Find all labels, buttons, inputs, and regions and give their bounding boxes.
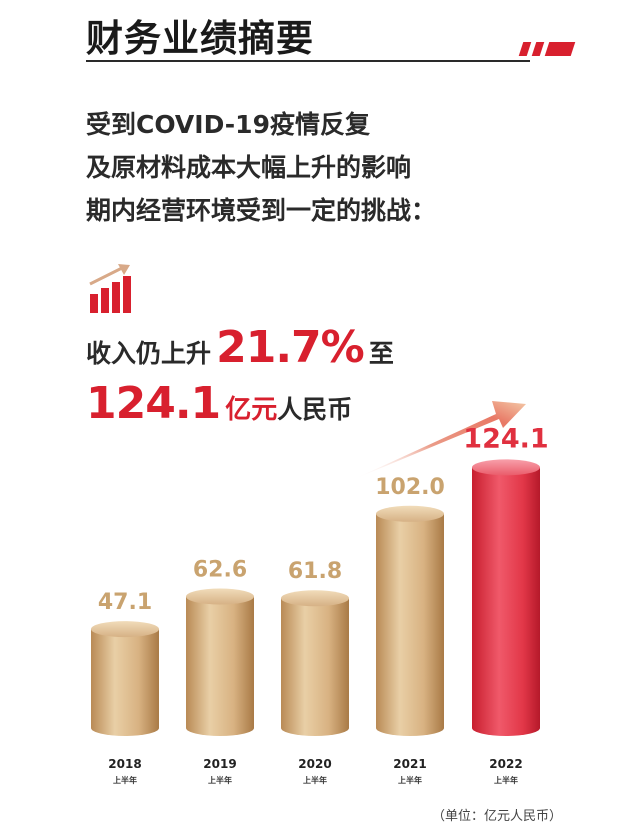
bar-top-2022 — [472, 459, 540, 476]
year-label-2021: 2021 — [393, 757, 426, 771]
period-label-2021: 上半年 — [398, 775, 422, 785]
bar-2020 — [281, 598, 349, 736]
intro-text: 受到COVID-19疫情反复 及原材料成本大幅上升的影响 期内经营环境受到一定的… — [86, 103, 436, 232]
period-label-2018: 上半年 — [113, 775, 137, 785]
period-label-2022: 上半年 — [494, 775, 518, 785]
year-label-2019: 2019 — [203, 757, 236, 771]
intro-line-1: 受到COVID-19疫情反复 — [86, 110, 370, 139]
growth-percent: 21.7% — [216, 322, 365, 373]
trend-arrow — [352, 401, 526, 480]
bar-2018 — [91, 629, 159, 736]
bar-2021 — [376, 513, 444, 736]
revenue-currency: 人民币 — [277, 395, 353, 424]
period-label-2019: 上半年 — [208, 775, 232, 785]
year-label-2020: 2020 — [298, 757, 331, 771]
value-label-2019: 62.6 — [193, 558, 247, 583]
revenue-cylinder-chart: 47.1 2018 上半年 62.6 2019 上半年 61.8 2020 上半年 102.0 20… — [91, 401, 549, 785]
revenue-statement: 124.1 亿元人民币 — [86, 378, 352, 438]
bar-2019 — [186, 596, 254, 736]
bar-top-2018 — [91, 621, 159, 638]
year-label-2018: 2018 — [108, 757, 141, 771]
value-label-2021: 102.0 — [375, 475, 445, 500]
period-label-2020: 上半年 — [303, 775, 327, 785]
page-title: 财务业绩摘要 — [86, 17, 314, 60]
growth-bar-chart-icon — [89, 264, 131, 313]
value-label-2022: 124.1 — [463, 423, 548, 454]
value-label-2018: 47.1 — [98, 590, 152, 615]
revenue-unit: 亿元 — [225, 395, 278, 425]
growth-suffix: 至 — [368, 339, 394, 368]
bar-2022 — [472, 467, 540, 736]
value-label-2020: 61.8 — [288, 559, 342, 584]
intro-line-2: 及原材料成本大幅上升的影响 — [86, 153, 412, 182]
growth-prefix: 收入仍上升 — [86, 339, 212, 368]
bar-top-2019 — [186, 588, 254, 605]
unit-note: （单位：亿元人民币） — [432, 809, 563, 824]
intro-line-3: 期内经营环境受到一定的挑战： — [86, 196, 437, 225]
title-underline — [86, 60, 530, 62]
bar-top-2021 — [376, 505, 444, 522]
decorative-stripes — [517, 42, 576, 56]
bar-top-2020 — [281, 590, 349, 607]
growth-statement: 收入仍上升 21.7% 至 — [86, 322, 394, 378]
revenue-value: 124.1 — [86, 378, 221, 429]
year-label-2022: 2022 — [489, 757, 522, 771]
